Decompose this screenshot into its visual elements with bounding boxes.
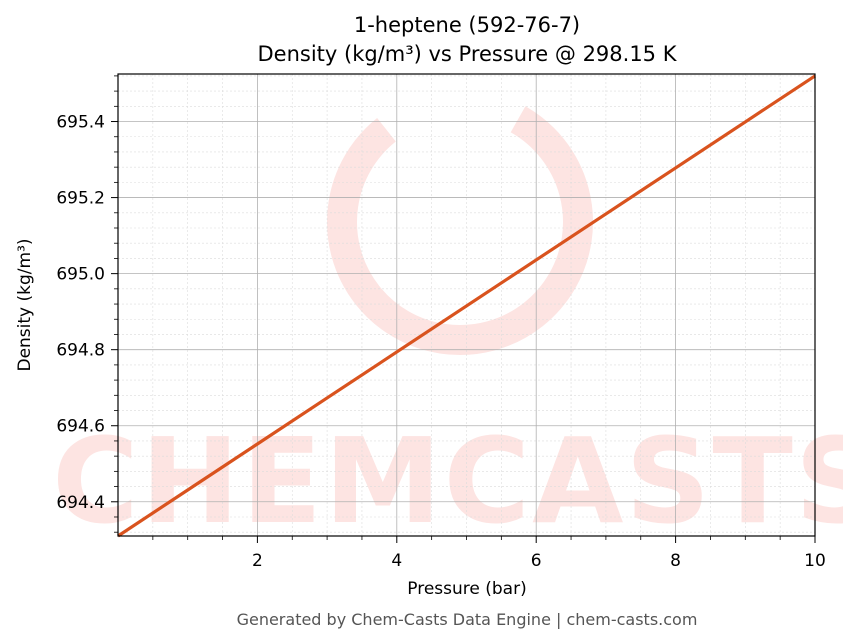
x-tick-label: 2: [252, 551, 263, 571]
chart-title-line1: 1-heptene (592-76-7): [354, 13, 580, 37]
major-grid: [118, 74, 816, 536]
y-tick-label: 695.0: [56, 265, 105, 285]
x-tick-label: 8: [670, 551, 681, 571]
y-tick-label: 695.4: [56, 113, 105, 133]
series-layer: [117, 74, 816, 538]
x-tick-label: 6: [531, 551, 542, 571]
chemcasts-watermark-logo: CHEMCASTS: [52, 89, 843, 550]
density-line: [117, 74, 816, 538]
x-axis-ticks: 2 4 6 8 10: [152, 536, 826, 571]
chart-title-line2: Density (kg/m³) vs Pressure @ 298.15 K: [257, 42, 677, 66]
watermark-text: CHEMCASTS: [52, 412, 843, 550]
y-tick-label: 694.4: [56, 493, 105, 513]
footer-credit: Generated by Chem-Casts Data Engine | ch…: [237, 610, 698, 629]
y-axis-ticks: 694.4 694.6 694.8 695.0 695.2 695.4: [56, 75, 118, 533]
y-axis-label: Density (kg/m³): [15, 238, 35, 371]
x-tick-label: 4: [391, 551, 402, 571]
x-axis-label: Pressure (bar): [407, 579, 526, 599]
minor-grid: [118, 74, 815, 536]
x-tick-label: 10: [804, 551, 826, 571]
y-tick-label: 695.2: [56, 189, 105, 209]
y-tick-label: 694.6: [56, 417, 105, 437]
y-tick-label: 694.8: [56, 341, 105, 361]
